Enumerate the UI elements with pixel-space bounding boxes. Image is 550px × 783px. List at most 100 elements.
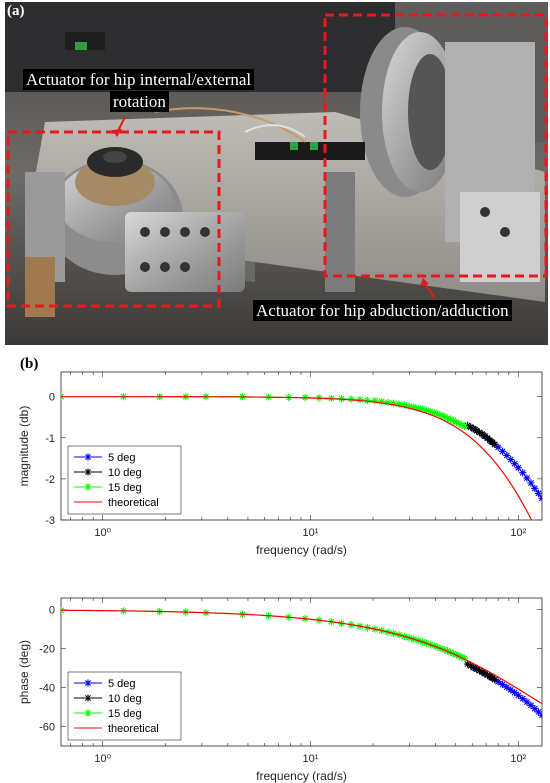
data-point <box>498 680 507 689</box>
y-tick-label: -20 <box>39 644 55 656</box>
data-point <box>534 708 542 716</box>
data-point <box>460 654 468 662</box>
data-point <box>455 419 463 427</box>
data-point <box>494 443 502 451</box>
legend-marker <box>84 679 92 687</box>
y-tick-label: -1 <box>45 433 55 445</box>
data-point <box>538 711 542 719</box>
x-tick-label: 10¹ <box>303 527 319 539</box>
data-point <box>488 674 496 682</box>
data-point <box>378 398 386 406</box>
data-point <box>531 484 539 492</box>
data-point <box>519 695 527 703</box>
legend-marker <box>84 453 92 461</box>
data-point <box>475 428 484 437</box>
panel-label-a: (a) <box>7 3 25 19</box>
data-point <box>478 668 486 676</box>
legend-label: 5 deg <box>108 452 136 464</box>
data-point <box>452 651 460 659</box>
legend-marker <box>84 694 92 702</box>
data-point <box>437 411 445 419</box>
actuator-photo <box>5 2 548 345</box>
data-point <box>430 409 438 417</box>
legend-label: 10 deg <box>108 693 142 705</box>
data-point <box>443 414 452 422</box>
data-point <box>455 652 463 660</box>
data-point <box>523 474 531 482</box>
data-point <box>498 447 507 455</box>
data-point <box>523 698 531 706</box>
rotation-actuator-callout-line2: rotation <box>110 91 169 112</box>
data-point <box>483 671 492 679</box>
x-axis-label: frequency (rad/s) <box>256 769 347 783</box>
plot-layer <box>61 393 542 520</box>
x-tick-label: 10⁰ <box>94 527 111 539</box>
legend-label: theoretical <box>108 497 159 509</box>
data-point <box>538 494 542 502</box>
data-point <box>356 395 364 404</box>
data-point <box>449 416 457 425</box>
legend-label: 5 deg <box>108 678 136 690</box>
data-point <box>446 415 454 423</box>
data-point <box>470 663 478 672</box>
data-point <box>507 455 515 464</box>
data-point <box>410 403 418 411</box>
panel-label-b: (b) <box>20 356 39 372</box>
data-point <box>463 421 472 430</box>
photo-illustration <box>5 2 548 345</box>
data-point <box>467 423 475 431</box>
magnitude-chart: 10⁰ 10¹ 10² 0 -1 -2 -3 frequency (rad/s) magnitu… <box>17 371 543 557</box>
data-point <box>433 410 442 418</box>
data-point <box>460 422 468 430</box>
data-point <box>467 662 475 670</box>
data-point <box>426 407 434 416</box>
y-tick-label: -2 <box>45 474 55 486</box>
y-tick-label: 0 <box>49 605 55 617</box>
data-point <box>470 425 478 433</box>
legend-marker <box>84 468 92 476</box>
data-point <box>458 653 466 661</box>
plot-layer <box>61 606 542 719</box>
legend-label: 10 deg <box>108 467 142 479</box>
y-axis-label: phase (deg) <box>17 640 31 704</box>
bode-plots: 10⁰ 10¹ 10² 0 -1 -2 -3 frequency (rad/s) magnitu… <box>17 371 543 783</box>
data-point <box>519 469 527 477</box>
data-point <box>475 667 484 675</box>
data-point <box>422 406 430 414</box>
y-tick-label: -40 <box>39 683 55 695</box>
data-point <box>473 665 481 673</box>
data-point <box>503 451 511 460</box>
data-point <box>511 460 519 468</box>
x-axis-label: frequency (rad/s) <box>256 543 347 557</box>
y-tick-label: -3 <box>45 515 55 527</box>
y-tick-label: -60 <box>39 722 55 734</box>
data-point <box>458 421 466 429</box>
legend-label: theoretical <box>108 723 159 735</box>
data-point <box>514 691 522 699</box>
data-point <box>400 401 408 409</box>
abduction-actuator-box <box>323 13 548 278</box>
data-point <box>389 399 398 407</box>
data-point <box>481 669 489 678</box>
data-point <box>507 686 515 694</box>
data-point <box>405 402 413 410</box>
x-tick-label: 10⁰ <box>94 753 111 765</box>
data-point <box>371 397 379 405</box>
legend-marker <box>84 709 92 717</box>
abduction-callout-arrow <box>424 283 436 299</box>
data-point <box>463 660 472 668</box>
legend-label: 15 deg <box>108 708 142 720</box>
x-tick-label: 10² <box>510 753 526 765</box>
data-point <box>534 489 542 497</box>
x-tick-label: 10¹ <box>303 753 319 765</box>
theoretical-curve <box>61 396 533 520</box>
data-point <box>418 405 427 413</box>
data-point <box>527 701 535 709</box>
data-point <box>527 479 535 487</box>
data-point <box>440 412 448 420</box>
y-tick-label: 0 <box>49 392 55 404</box>
rotation-actuator-callout-line1: Actuator for hip internal/external <box>23 69 255 90</box>
phase-chart: 10⁰ 10¹ 10² 0 -20 -40 -60 frequency (rad/s) phas… <box>17 597 543 783</box>
data-point <box>494 678 502 686</box>
data-point <box>531 705 539 713</box>
